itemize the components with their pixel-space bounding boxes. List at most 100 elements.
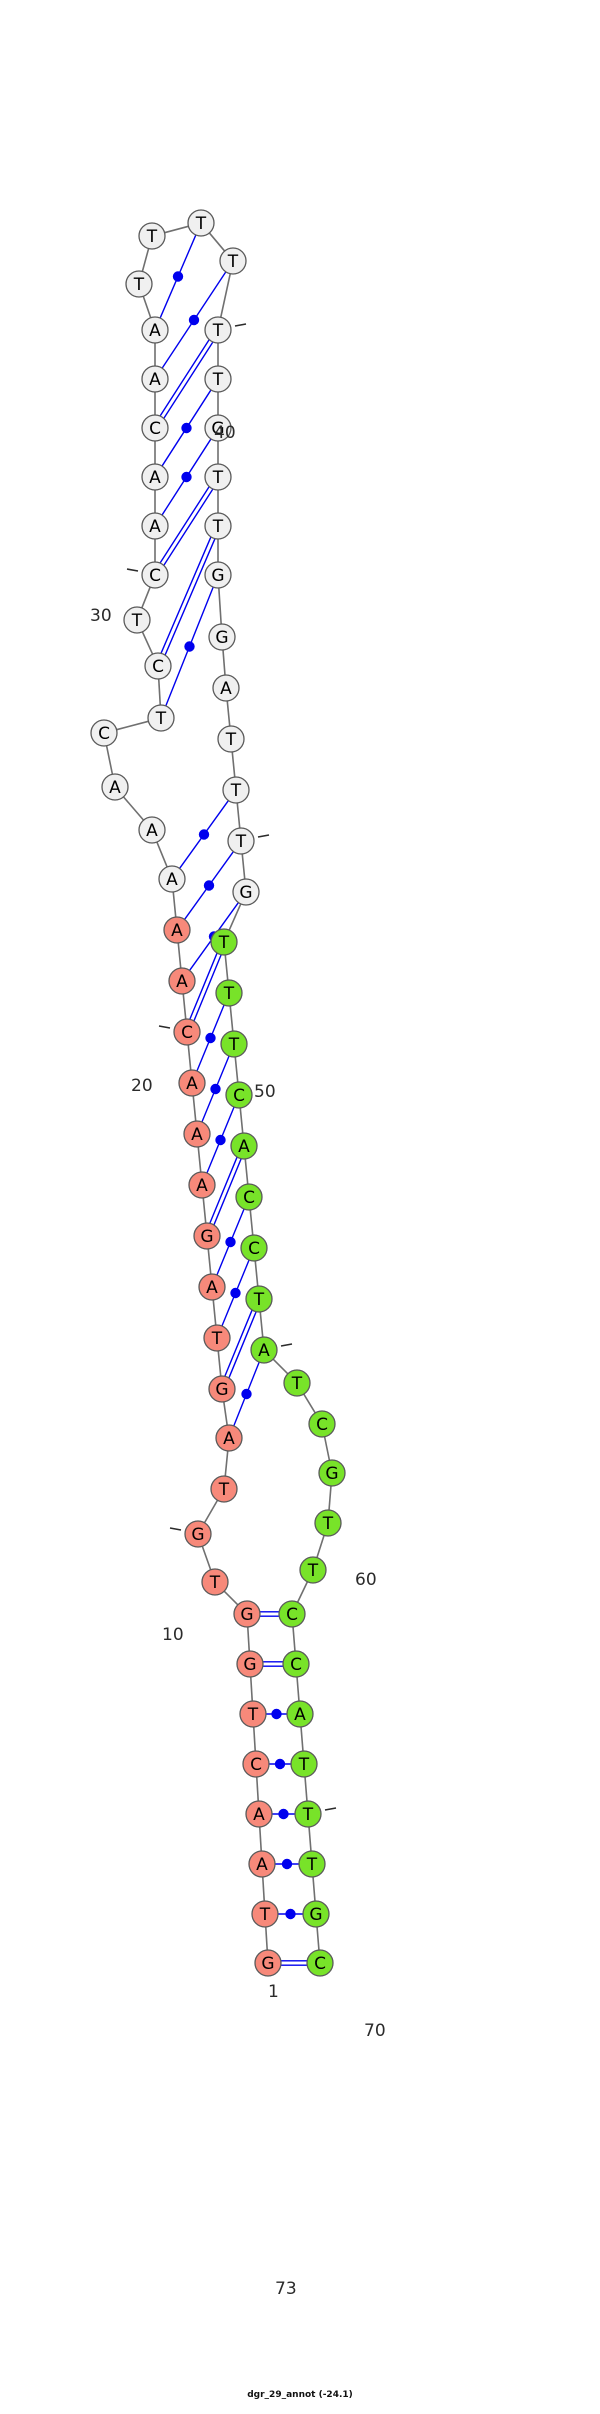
nucleotide-48[interactable]: T bbox=[217, 725, 245, 753]
nucleotide-circle[interactable] bbox=[141, 365, 169, 393]
nucleotide-circle[interactable] bbox=[314, 1509, 342, 1537]
nucleotide-circle[interactable] bbox=[204, 365, 232, 393]
nucleotide-circle[interactable] bbox=[183, 1120, 211, 1148]
nucleotide-circle[interactable] bbox=[306, 1949, 334, 1977]
nucleotide-circle[interactable] bbox=[236, 1650, 264, 1678]
nucleotide-circle[interactable] bbox=[240, 1234, 268, 1262]
nucleotide-22[interactable]: A bbox=[163, 916, 191, 944]
nucleotide-circle[interactable] bbox=[204, 512, 232, 540]
nucleotide-circle[interactable] bbox=[173, 1018, 201, 1046]
nucleotide-30[interactable]: C bbox=[141, 561, 169, 589]
nucleotide-circle[interactable] bbox=[138, 222, 166, 250]
nucleotide-circle[interactable] bbox=[210, 928, 238, 956]
nucleotide-34[interactable]: A bbox=[141, 365, 169, 393]
nucleotide-6[interactable]: T bbox=[239, 1700, 267, 1728]
nucleotide-50[interactable]: T bbox=[227, 827, 255, 855]
nucleotide-19[interactable]: A bbox=[178, 1069, 206, 1097]
nucleotide-5[interactable]: C bbox=[242, 1750, 270, 1778]
nucleotide-68[interactable]: A bbox=[286, 1700, 314, 1728]
nucleotide-71[interactable]: T bbox=[298, 1850, 326, 1878]
nucleotide-49[interactable]: T bbox=[222, 776, 250, 804]
nucleotide-circle[interactable] bbox=[141, 512, 169, 540]
nucleotide-12[interactable]: A bbox=[215, 1424, 243, 1452]
nucleotide-circle[interactable] bbox=[184, 1520, 212, 1548]
nucleotide-circle[interactable] bbox=[220, 1030, 248, 1058]
nucleotide-33[interactable]: C bbox=[141, 414, 169, 442]
nucleotide-circle[interactable] bbox=[147, 704, 175, 732]
nucleotide-circle[interactable] bbox=[242, 1750, 270, 1778]
nucleotide-circle[interactable] bbox=[101, 773, 129, 801]
nucleotide-circle[interactable] bbox=[245, 1800, 273, 1828]
nucleotide-circle[interactable] bbox=[204, 414, 232, 442]
nucleotide-70[interactable]: T bbox=[294, 1800, 322, 1828]
nucleotide-circle[interactable] bbox=[227, 827, 255, 855]
nucleotide-69[interactable]: T bbox=[290, 1750, 318, 1778]
nucleotide-circle[interactable] bbox=[198, 1273, 226, 1301]
nucleotide-38[interactable]: T bbox=[187, 209, 215, 237]
nucleotide-14[interactable]: T bbox=[203, 1324, 231, 1352]
nucleotide-circle[interactable] bbox=[141, 561, 169, 589]
nucleotide-circle[interactable] bbox=[168, 967, 196, 995]
nucleotide-circle[interactable] bbox=[232, 878, 260, 906]
nucleotide-circle[interactable] bbox=[286, 1700, 314, 1728]
nucleotide-8[interactable]: G bbox=[233, 1600, 261, 1628]
nucleotide-47[interactable]: A bbox=[212, 674, 240, 702]
nucleotide-circle[interactable] bbox=[204, 463, 232, 491]
nucleotide-circle[interactable] bbox=[302, 1900, 330, 1928]
nucleotide-63[interactable]: G bbox=[318, 1459, 346, 1487]
nucleotide-circle[interactable] bbox=[278, 1600, 306, 1628]
nucleotide-20[interactable]: C bbox=[173, 1018, 201, 1046]
nucleotide-62[interactable]: C bbox=[308, 1410, 336, 1438]
nucleotide-58[interactable]: C bbox=[240, 1234, 268, 1262]
nucleotide-66[interactable]: C bbox=[278, 1600, 306, 1628]
nucleotide-circle[interactable] bbox=[254, 1949, 282, 1977]
nucleotide-circle[interactable] bbox=[219, 247, 247, 275]
nucleotide-59[interactable]: T bbox=[245, 1285, 273, 1313]
nucleotide-circle[interactable] bbox=[187, 209, 215, 237]
nucleotide-26[interactable]: C bbox=[90, 719, 118, 747]
nucleotide-41[interactable]: T bbox=[204, 365, 232, 393]
nucleotide-circle[interactable] bbox=[125, 270, 153, 298]
nucleotide-65[interactable]: T bbox=[299, 1556, 327, 1584]
nucleotide-43[interactable]: T bbox=[204, 463, 232, 491]
nucleotide-circle[interactable] bbox=[90, 719, 118, 747]
nucleotide-25[interactable]: A bbox=[101, 773, 129, 801]
nucleotide-3[interactable]: A bbox=[248, 1850, 276, 1878]
nucleotide-circle[interactable] bbox=[318, 1459, 346, 1487]
nucleotide-circle[interactable] bbox=[250, 1336, 278, 1364]
nucleotide-32[interactable]: A bbox=[141, 463, 169, 491]
nucleotide-11[interactable]: T bbox=[210, 1475, 238, 1503]
nucleotide-circle[interactable] bbox=[230, 1132, 258, 1160]
nucleotide-circle[interactable] bbox=[138, 816, 166, 844]
nucleotide-circle[interactable] bbox=[203, 1324, 231, 1352]
nucleotide-10[interactable]: G bbox=[184, 1520, 212, 1548]
nucleotide-54[interactable]: T bbox=[220, 1030, 248, 1058]
nucleotide-circle[interactable] bbox=[283, 1369, 311, 1397]
nucleotide-circle[interactable] bbox=[245, 1285, 273, 1313]
nucleotide-circle[interactable] bbox=[239, 1700, 267, 1728]
nucleotide-circle[interactable] bbox=[225, 1081, 253, 1109]
nucleotide-29[interactable]: T bbox=[123, 606, 151, 634]
nucleotide-72[interactable]: G bbox=[302, 1900, 330, 1928]
nucleotide-61[interactable]: T bbox=[283, 1369, 311, 1397]
nucleotide-9[interactable]: T bbox=[201, 1568, 229, 1596]
nucleotide-circle[interactable] bbox=[294, 1800, 322, 1828]
nucleotide-circle[interactable] bbox=[308, 1410, 336, 1438]
nucleotide-circle[interactable] bbox=[193, 1222, 221, 1250]
nucleotide-28[interactable]: C bbox=[144, 652, 172, 680]
nucleotide-42[interactable]: G bbox=[204, 414, 232, 442]
nucleotide-circle[interactable] bbox=[208, 623, 236, 651]
nucleotide-39[interactable]: T bbox=[219, 247, 247, 275]
nucleotide-15[interactable]: A bbox=[198, 1273, 226, 1301]
nucleotide-57[interactable]: C bbox=[235, 1183, 263, 1211]
nucleotide-1[interactable]: G bbox=[254, 1949, 282, 1977]
nucleotide-36[interactable]: T bbox=[125, 270, 153, 298]
nucleotide-circle[interactable] bbox=[248, 1850, 276, 1878]
nucleotide-51[interactable]: G bbox=[232, 878, 260, 906]
nucleotide-52[interactable]: T bbox=[210, 928, 238, 956]
nucleotide-circle[interactable] bbox=[144, 652, 172, 680]
nucleotide-55[interactable]: C bbox=[225, 1081, 253, 1109]
nucleotide-circle[interactable] bbox=[298, 1850, 326, 1878]
nucleotide-44[interactable]: T bbox=[204, 512, 232, 540]
nucleotide-circle[interactable] bbox=[204, 316, 232, 344]
